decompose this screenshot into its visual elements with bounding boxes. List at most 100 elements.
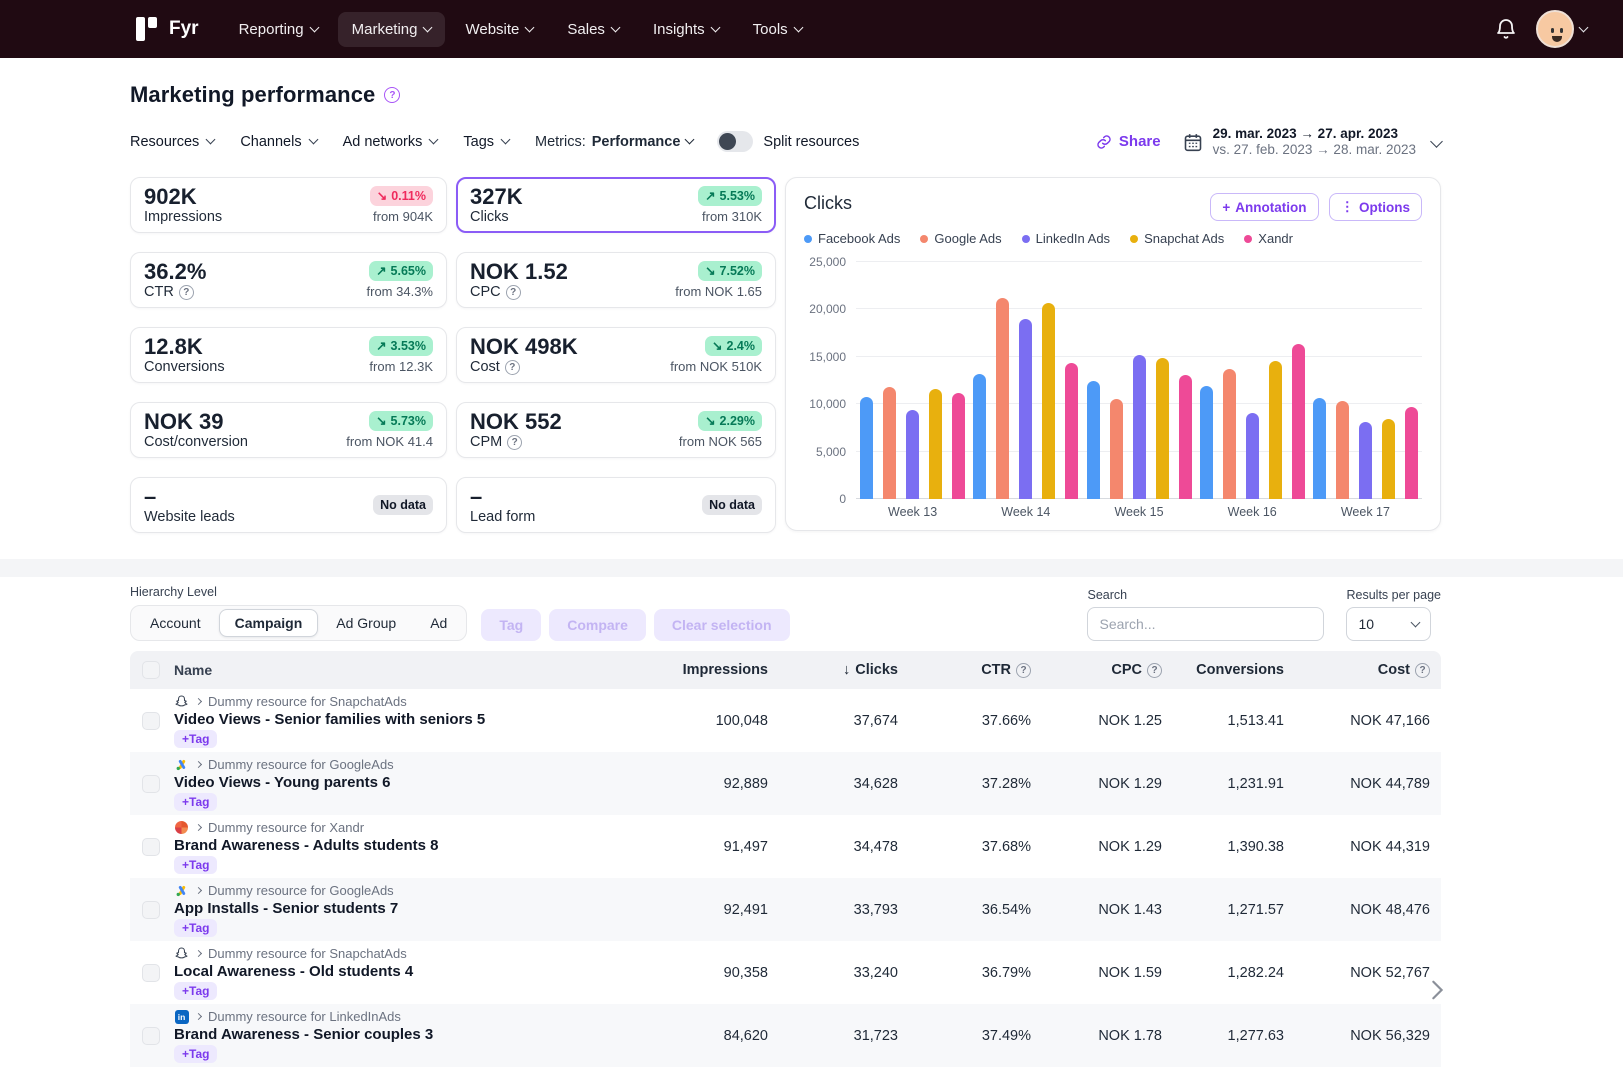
select-all-checkbox[interactable] bbox=[142, 661, 160, 679]
column-header-cost[interactable]: Cost? bbox=[1284, 662, 1430, 678]
kpi-card-website-leads[interactable]: – Website leads No data bbox=[130, 477, 447, 533]
date-range-picker[interactable]: 29. mar. 2023 → 27. apr. 2023 vs. 27. fe… bbox=[1183, 126, 1441, 157]
kpi-card-cpc[interactable]: NOK 1.52 CPC? ↘7.52% from NOK 1.65 bbox=[456, 252, 776, 308]
add-tag-button[interactable]: +Tag bbox=[174, 856, 217, 874]
help-icon[interactable]: ? bbox=[1016, 663, 1031, 678]
trend-arrow-icon: ↘ bbox=[377, 188, 387, 205]
help-icon[interactable]: ? bbox=[506, 285, 521, 300]
fyr-logo-icon bbox=[133, 16, 159, 42]
row-name[interactable]: App Installs - Senior students 7 bbox=[174, 900, 636, 917]
tag-button[interactable]: Tag bbox=[481, 609, 541, 641]
filter-dropdown-tags[interactable]: Tags bbox=[463, 134, 509, 150]
brand-logo[interactable]: Fyr bbox=[133, 16, 199, 42]
add-tag-button[interactable]: +Tag bbox=[174, 982, 217, 1000]
kpi-card-cost-conversion[interactable]: NOK 39 Cost/conversion ↘5.73% from NOK 4… bbox=[130, 402, 447, 458]
hierarchy-option-ad-group[interactable]: Ad Group bbox=[320, 609, 412, 637]
help-icon[interactable]: ? bbox=[507, 435, 522, 450]
chart-legend: Facebook Ads Google Ads LinkedIn Ads Snapch… bbox=[804, 231, 1422, 246]
legend-item-facebook-ads[interactable]: Facebook Ads bbox=[804, 231, 900, 246]
share-button[interactable]: Share bbox=[1096, 133, 1161, 150]
google-ads-icon bbox=[174, 757, 189, 772]
trend-arrow-icon: ↘ bbox=[712, 338, 722, 355]
hierarchy-option-ad[interactable]: Ad bbox=[414, 609, 463, 637]
trend-arrow-icon: ↘ bbox=[376, 413, 386, 430]
annotation-button[interactable]: +Annotation bbox=[1210, 193, 1318, 221]
bar-google-ads bbox=[1223, 369, 1236, 499]
add-tag-button[interactable]: +Tag bbox=[174, 730, 217, 748]
linkedin-icon: in bbox=[174, 1009, 189, 1024]
metrics-dropdown[interactable]: Metrics: Performance bbox=[535, 134, 693, 150]
split-resources-toggle[interactable] bbox=[717, 131, 753, 152]
kpi-card-impressions[interactable]: 902K Impressions ↘0.11% from 904K bbox=[130, 177, 447, 233]
section-divider bbox=[0, 559, 1623, 577]
help-icon[interactable]: ? bbox=[505, 360, 520, 375]
add-tag-button[interactable]: +Tag bbox=[174, 919, 217, 937]
row-name[interactable]: Video Views - Young parents 6 bbox=[174, 774, 636, 791]
compare-button[interactable]: Compare bbox=[549, 609, 646, 641]
bar-facebook-ads bbox=[1087, 381, 1100, 500]
kpi-previous-value: from NOK 510K bbox=[670, 359, 762, 374]
nav-item-reporting[interactable]: Reporting bbox=[225, 12, 332, 47]
add-tag-button[interactable]: +Tag bbox=[174, 1045, 217, 1063]
legend-item-xandr[interactable]: Xandr bbox=[1244, 231, 1293, 246]
cell-cpc: NOK 1.29 bbox=[1031, 776, 1162, 792]
row-name[interactable]: Video Views - Senior families with senio… bbox=[174, 711, 636, 728]
user-menu[interactable] bbox=[1536, 10, 1587, 48]
legend-item-snapchat-ads[interactable]: Snapchat Ads bbox=[1130, 231, 1224, 246]
row-checkbox[interactable] bbox=[142, 964, 160, 982]
row-name[interactable]: Brand Awareness - Adults students 8 bbox=[174, 837, 636, 854]
column-header-impressions[interactable]: Impressions bbox=[636, 662, 768, 678]
kpi-card-cost[interactable]: NOK 498K Cost? ↘2.4% from NOK 510K bbox=[456, 327, 776, 383]
legend-item-google-ads[interactable]: Google Ads bbox=[920, 231, 1001, 246]
help-icon[interactable]: ? bbox=[384, 87, 400, 103]
kpi-card-ctr[interactable]: 36.2% CTR? ↗5.65% from 34.3% bbox=[130, 252, 447, 308]
search-input[interactable] bbox=[1087, 607, 1324, 641]
date-range-compare: vs. 27. feb. 2023 → 28. mar. 2023 bbox=[1213, 142, 1416, 157]
kpi-card-cpm[interactable]: NOK 552 CPM? ↘2.29% from NOK 565 bbox=[456, 402, 776, 458]
help-icon[interactable]: ? bbox=[179, 285, 194, 300]
column-header-cpc[interactable]: CPC? bbox=[1031, 662, 1162, 678]
nav-item-website[interactable]: Website bbox=[451, 12, 547, 47]
add-tag-button[interactable]: +Tag bbox=[174, 793, 217, 811]
scroll-right-chevron-icon[interactable] bbox=[1429, 979, 1445, 1001]
row-checkbox[interactable] bbox=[142, 901, 160, 919]
filter-dropdown-ad-networks[interactable]: Ad networks bbox=[343, 134, 438, 150]
legend-dot bbox=[1244, 235, 1252, 243]
nav-item-tools[interactable]: Tools bbox=[739, 12, 816, 47]
row-checkbox[interactable] bbox=[142, 775, 160, 793]
column-header-conversions[interactable]: Conversions bbox=[1162, 662, 1284, 678]
kpi-card-lead-form[interactable]: – Lead form No data bbox=[456, 477, 776, 533]
help-icon[interactable]: ? bbox=[1147, 663, 1162, 678]
kpi-card-clicks[interactable]: 327K Clicks ↗5.53% from 310K bbox=[456, 177, 776, 233]
column-header-clicks[interactable]: ↓Clicks bbox=[768, 662, 898, 678]
kpi-card-conversions[interactable]: 12.8K Conversions ↗3.53% from 12.3K bbox=[130, 327, 447, 383]
results-per-page-select[interactable]: 10 bbox=[1346, 607, 1431, 641]
notifications-bell-icon[interactable] bbox=[1494, 17, 1518, 41]
row-checkbox[interactable] bbox=[142, 712, 160, 730]
filter-dropdown-channels[interactable]: Channels bbox=[240, 134, 316, 150]
bar-group-week-13 bbox=[856, 262, 969, 499]
kpi-trend-badge: ↗5.65% bbox=[369, 261, 433, 282]
table-row: Dummy resource for Xandr Brand Awareness… bbox=[130, 815, 1441, 878]
row-name[interactable]: Local Awareness - Old students 4 bbox=[174, 963, 636, 980]
help-icon[interactable]: ? bbox=[1415, 663, 1430, 678]
nav-item-marketing[interactable]: Marketing bbox=[338, 12, 446, 47]
hierarchy-option-campaign[interactable]: Campaign bbox=[219, 609, 319, 637]
row-checkbox[interactable] bbox=[142, 1027, 160, 1045]
legend-item-linkedin-ads[interactable]: LinkedIn Ads bbox=[1022, 231, 1110, 246]
nav-item-sales[interactable]: Sales bbox=[553, 12, 633, 47]
hierarchy-option-account[interactable]: Account bbox=[134, 609, 217, 637]
column-header-name[interactable]: Name bbox=[174, 662, 636, 678]
row-name[interactable]: Brand Awareness - Senior couples 3 bbox=[174, 1026, 636, 1043]
chevron-down-icon bbox=[793, 22, 803, 32]
column-header-ctr[interactable]: CTR? bbox=[898, 662, 1031, 678]
kpi-label: Cost bbox=[470, 359, 500, 375]
row-checkbox[interactable] bbox=[142, 838, 160, 856]
bar-xandr bbox=[1179, 375, 1192, 499]
table-header: NameImpressions↓ClicksCTR?CPC?Conversion… bbox=[130, 651, 1441, 689]
legend-dot bbox=[1022, 235, 1030, 243]
nav-item-insights[interactable]: Insights bbox=[639, 12, 733, 47]
filter-dropdown-resources[interactable]: Resources bbox=[130, 134, 214, 150]
options-button[interactable]: ⋮Options bbox=[1329, 193, 1423, 221]
clear-selection-button[interactable]: Clear selection bbox=[654, 609, 790, 641]
